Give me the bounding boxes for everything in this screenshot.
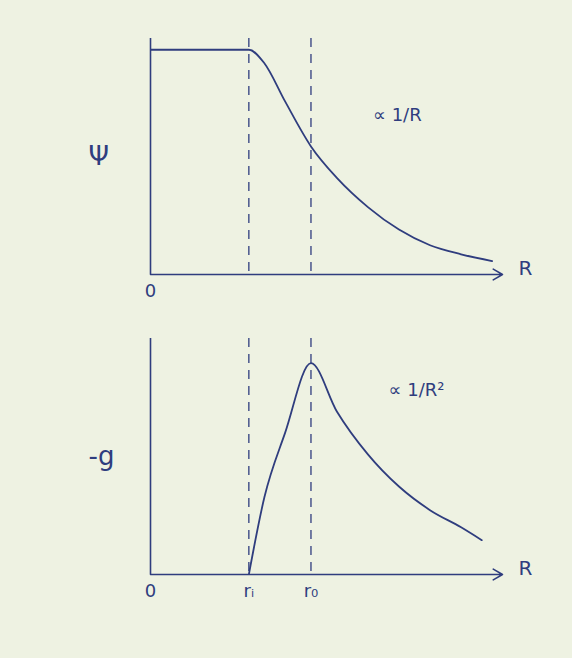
svg-text:-g: -g <box>89 441 115 471</box>
svg-text:R: R <box>519 556 533 580</box>
svg-text:rᵢ: rᵢ <box>244 580 255 601</box>
svg-text:Ψ: Ψ <box>89 141 109 171</box>
svg-text:0: 0 <box>145 580 156 601</box>
svg-text:∝ 1/R: ∝ 1/R <box>373 104 422 125</box>
svg-text:R: R <box>519 256 533 280</box>
svg-text:r₀: r₀ <box>304 580 319 601</box>
svg-text:0: 0 <box>145 280 156 301</box>
svg-text:∝ 1/R²: ∝ 1/R² <box>389 379 445 400</box>
